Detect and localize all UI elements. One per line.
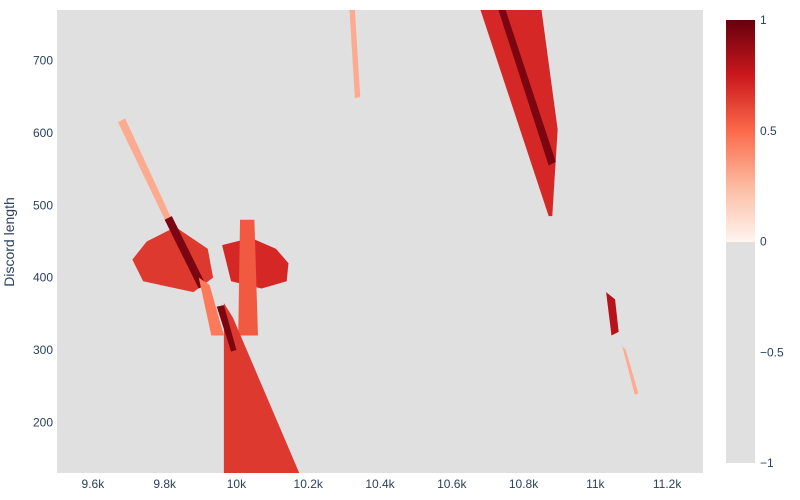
x-tick-label: 10.4k bbox=[365, 477, 395, 491]
x-tick-label: 10.8k bbox=[509, 477, 539, 491]
heatmap-region-upper-right-wedge bbox=[480, 10, 558, 217]
x-tick-label: 10k bbox=[227, 477, 247, 491]
colorbar-positive bbox=[726, 20, 755, 242]
colorbar-ticks: 1 0.5 0 −0.5 −1 bbox=[760, 13, 784, 470]
colorbar-negative bbox=[726, 242, 755, 463]
y-tick-label: 400 bbox=[33, 271, 53, 285]
x-tick-label: 10.2k bbox=[294, 477, 324, 491]
y-tick-label: 500 bbox=[33, 198, 53, 212]
x-tick-label: 9.8k bbox=[153, 477, 177, 491]
heatmap-region-right-faint-streak bbox=[622, 346, 639, 395]
y-axis-title: Discord length bbox=[1, 197, 17, 287]
heatmap-region-top-small-spike bbox=[349, 10, 361, 99]
heatmap-region-right-small-streak bbox=[606, 292, 619, 336]
heatmap-region-upper-right-dark bbox=[498, 10, 556, 166]
y-tick-label: 200 bbox=[33, 415, 53, 429]
y-tick-label: 300 bbox=[33, 343, 53, 357]
x-tick-label: 11.2k bbox=[653, 477, 682, 491]
y-tick-label: 600 bbox=[33, 126, 53, 140]
heatmap-cells bbox=[118, 10, 639, 473]
heatmap-region-mid-diagonal bbox=[198, 277, 224, 336]
x-axis-ticks: 9.6k 9.8k 10k 10.2k 10.4k 10.6k 10.8k 11k 11.2k bbox=[82, 477, 683, 491]
colorbar-tick-label: 1 bbox=[760, 13, 767, 27]
x-tick-label: 10.6k bbox=[437, 477, 467, 491]
heatmap-region-lower-dark-diagonal bbox=[216, 305, 237, 352]
colorbar-tick-label: 0.5 bbox=[760, 124, 777, 138]
y-axis-ticks: 200 300 400 500 600 700 bbox=[33, 54, 53, 430]
heatmap-region-left-diagonal-band bbox=[118, 118, 176, 235]
x-tick-label: 11k bbox=[586, 477, 605, 491]
colorbar-tick-label: 0 bbox=[760, 235, 767, 249]
heatmap-region-lower-big-triangle bbox=[223, 302, 300, 473]
y-tick-label: 700 bbox=[33, 54, 53, 68]
heatmap-region-cross-blob-1-dark bbox=[164, 216, 206, 289]
heatmap-region-cross-blob-2-vertical bbox=[238, 219, 258, 336]
x-tick-label: 9.6k bbox=[82, 477, 106, 491]
colorbar-tick-label: −1 bbox=[760, 456, 774, 470]
colorbar-tick-label: −0.5 bbox=[760, 345, 784, 359]
